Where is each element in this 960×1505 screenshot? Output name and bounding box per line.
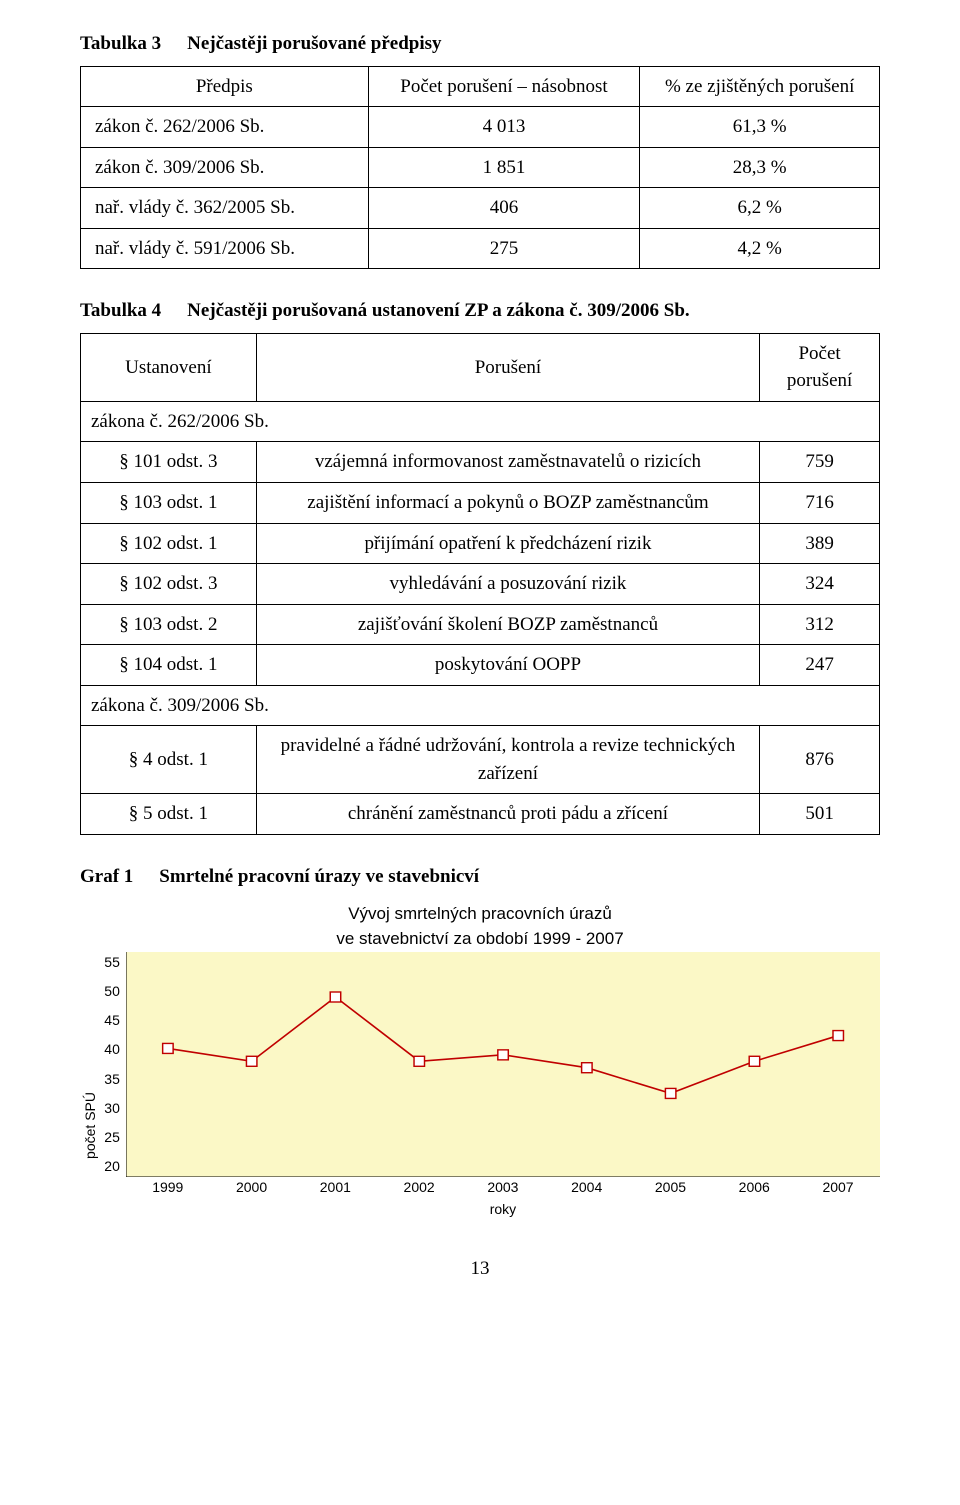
table4-section-title: zákona č. 309/2006 Sb. (81, 685, 880, 726)
table-row: nař. vlády č. 362/2005 Sb.4066,2 % (81, 188, 880, 229)
table-row: § 102 odst. 1přijímání opatření k předch… (81, 523, 880, 564)
table4-header-poruseni: Porušení (256, 333, 759, 401)
cell-predpis: zákon č. 309/2006 Sb. (81, 147, 369, 188)
table-row: zákon č. 309/2006 Sb.1 85128,3 % (81, 147, 880, 188)
cell-desc: zajištění informací a pokynů o BOZP zamě… (256, 483, 759, 524)
chart-xtick: 2004 (545, 1177, 629, 1197)
cell-desc: přijímání opatření k předcházení rizik (256, 523, 759, 564)
chart-ytick: 45 (104, 1010, 120, 1030)
chart-ytick: 25 (104, 1127, 120, 1147)
cell-para: § 5 odst. 1 (81, 794, 257, 835)
table4-title: Nejčastěji porušovaná ustanovení ZP a zá… (187, 297, 689, 325)
table4-section-row: zákona č. 309/2006 Sb. (81, 685, 880, 726)
cell-count: 501 (760, 794, 880, 835)
chart-ytick: 55 (104, 952, 120, 972)
table4-label: Tabulka 4 (80, 297, 161, 325)
chart-title-line1: Vývoj smrtelných pracovních úrazů (80, 902, 880, 927)
chart-xlabel: roky (126, 1199, 880, 1219)
cell-predpis: nař. vlády č. 362/2005 Sb. (81, 188, 369, 229)
table-row: § 4 odst. 1pravidelné a řádné udržování,… (81, 726, 880, 794)
table3-header-predpis: Předpis (81, 66, 369, 107)
cell-desc: pravidelné a řádné udržování, kontrola a… (256, 726, 759, 794)
cell-para: § 104 odst. 1 (81, 645, 257, 686)
table-row: § 5 odst. 1chránění zaměstnanců proti pá… (81, 794, 880, 835)
chart-xtick: 2002 (377, 1177, 461, 1197)
chart-xtick: 2006 (712, 1177, 796, 1197)
chart-title-line2: ve stavebnictví za období 1999 - 2007 (80, 927, 880, 952)
chart-ytick: 30 (104, 1098, 120, 1118)
chart-xtick: 2001 (293, 1177, 377, 1197)
chart-xtick: 2000 (210, 1177, 294, 1197)
table4-heading: Tabulka 4 Nejčastěji porušovaná ustanove… (80, 297, 880, 325)
cell-para: § 102 odst. 3 (81, 564, 257, 605)
cell-desc: chránění zaměstnanců proti pádu a zřícen… (256, 794, 759, 835)
cell-para: § 103 odst. 2 (81, 604, 257, 645)
cell-pct: 28,3 % (640, 147, 880, 188)
cell-para: § 101 odst. 3 (81, 442, 257, 483)
table-row: § 103 odst. 2zajišťování školení BOZP za… (81, 604, 880, 645)
chart-yticks: 55 50 45 40 35 30 25 20 (104, 952, 126, 1177)
cell-desc: vzájemná informovanost zaměstnavatelů o … (256, 442, 759, 483)
table4: Ustanovení Porušení Počet porušení zákon… (80, 333, 880, 835)
table-row: § 103 odst. 1zajištění informací a pokyn… (81, 483, 880, 524)
cell-desc: zajišťování školení BOZP zaměstnanců (256, 604, 759, 645)
table3-label: Tabulka 3 (80, 30, 161, 58)
table3-header-row: Předpis Počet porušení – násobnost % ze … (81, 66, 880, 107)
cell-count: 247 (760, 645, 880, 686)
chart-ytick: 20 (104, 1156, 120, 1176)
cell-count: 716 (760, 483, 880, 524)
chart-ytick: 40 (104, 1039, 120, 1059)
table-row: zákon č. 262/2006 Sb.4 01361,3 % (81, 107, 880, 148)
table3-heading: Tabulka 3 Nejčastěji porušované předpisy (80, 30, 880, 58)
chart-heading-text: Smrtelné pracovní úrazy ve stavebnicví (159, 863, 479, 891)
cell-desc: vyhledávání a posuzování rizik (256, 564, 759, 605)
cell-pct: 6,2 % (640, 188, 880, 229)
chart-heading: Graf 1 Smrtelné pracovní úrazy ve staveb… (80, 863, 880, 891)
page-number: 13 (80, 1255, 880, 1303)
chart-container: Vývoj smrtelných pracovních úrazů ve sta… (80, 902, 880, 1219)
chart-ytick: 35 (104, 1069, 120, 1089)
cell-count: 406 (368, 188, 640, 229)
table3: Předpis Počet porušení – násobnost % ze … (80, 66, 880, 270)
cell-para: § 102 odst. 1 (81, 523, 257, 564)
table3-header-pocet: Počet porušení – násobnost (368, 66, 640, 107)
cell-para: § 103 odst. 1 (81, 483, 257, 524)
table4-header-ustanoveni: Ustanovení (81, 333, 257, 401)
table4-header-row: Ustanovení Porušení Počet porušení (81, 333, 880, 401)
chart-plot (126, 952, 880, 1177)
chart-ytick: 50 (104, 981, 120, 1001)
table4-section-title: zákona č. 262/2006 Sb. (81, 401, 880, 442)
chart-title: Vývoj smrtelných pracovních úrazů ve sta… (80, 902, 880, 951)
cell-count: 4 013 (368, 107, 640, 148)
cell-count: 759 (760, 442, 880, 483)
chart-xtick: 2005 (629, 1177, 713, 1197)
cell-count: 275 (368, 228, 640, 269)
cell-count: 312 (760, 604, 880, 645)
table-row: § 104 odst. 1poskytování OOPP247 (81, 645, 880, 686)
table-row: § 101 odst. 3vzájemná informovanost zamě… (81, 442, 880, 483)
table3-header-pct: % ze zjištěných porušení (640, 66, 880, 107)
chart-ylabel: počet SPÚ (80, 1092, 100, 1159)
table-row: § 102 odst. 3vyhledávání a posuzování ri… (81, 564, 880, 605)
cell-desc: poskytování OOPP (256, 645, 759, 686)
chart-label: Graf 1 (80, 863, 133, 891)
chart-xtick: 1999 (126, 1177, 210, 1197)
cell-count: 876 (760, 726, 880, 794)
cell-predpis: zákon č. 262/2006 Sb. (81, 107, 369, 148)
cell-para: § 4 odst. 1 (81, 726, 257, 794)
table-row: nař. vlády č. 591/2006 Sb.2754,2 % (81, 228, 880, 269)
chart-xtick: 2007 (796, 1177, 880, 1197)
cell-count: 324 (760, 564, 880, 605)
chart-xtick: 2003 (461, 1177, 545, 1197)
chart-xticks: 199920002001200220032004200520062007 (126, 1177, 880, 1197)
cell-pct: 4,2 % (640, 228, 880, 269)
cell-predpis: nař. vlády č. 591/2006 Sb. (81, 228, 369, 269)
cell-count: 1 851 (368, 147, 640, 188)
table3-title: Nejčastěji porušované předpisy (187, 30, 441, 58)
cell-count: 389 (760, 523, 880, 564)
table4-section-row: zákona č. 262/2006 Sb. (81, 401, 880, 442)
table4-header-pocet: Počet porušení (760, 333, 880, 401)
cell-pct: 61,3 % (640, 107, 880, 148)
